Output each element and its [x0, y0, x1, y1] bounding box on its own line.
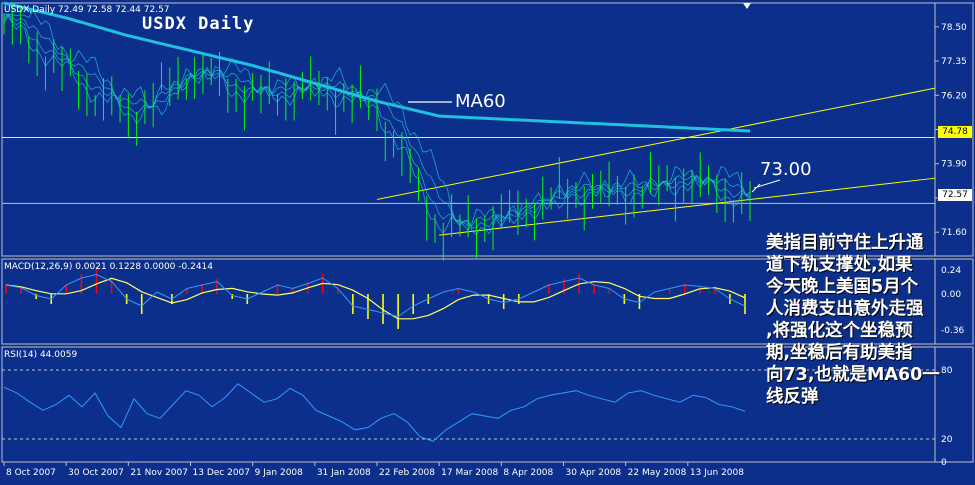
commentary-text: 美指目前守住上升通 道下轨支撑处,如果 今天晚上美国5月个 人消费支出意外走强 …: [766, 232, 975, 408]
macd-header: MACD(12,26,9) 0.0021 0.1228 0.0000 -0.24…: [4, 262, 214, 272]
x-tick-label: 8 Oct 2007: [6, 468, 56, 478]
x-tick-label: 30 Oct 2007: [68, 468, 124, 478]
price-y-tick-label: 77.35: [941, 57, 967, 67]
rsi-y-tick-label: 80: [941, 366, 953, 376]
close-price-tag: 72.57: [938, 189, 972, 201]
x-tick-label: 8 Apr 2008: [503, 468, 553, 478]
commentary-line: 道下轨支撑处,如果: [766, 255, 913, 275]
commentary-line: 线反弹: [766, 387, 819, 407]
ma60-annotation: MA60: [455, 91, 506, 112]
x-tick-label: 22 Feb 2008: [379, 468, 435, 478]
commentary-line: 向73,也就是MA60一: [766, 365, 940, 385]
x-tick-label: 17 Mar 2008: [441, 468, 498, 478]
commentary-line: 期,坐稳后有助美指: [766, 343, 913, 363]
price-y-tick-label: 78.50: [941, 23, 967, 33]
channel-lower-line: [439, 177, 936, 236]
axis-frame: [934, 346, 974, 463]
x-tick-label: 22 May 2008: [628, 468, 687, 478]
axis-frame: [934, 258, 974, 345]
macd-y-tick-label: 0.00: [941, 290, 961, 300]
price-y-tick-label: 73.90: [941, 160, 967, 170]
price-header: USDX,Daily 72.49 72.58 72.44 72.57: [4, 5, 170, 15]
price-y-tick-label: 76.20: [941, 91, 967, 101]
macd-y-tick-label: -0.36: [941, 326, 965, 336]
price-y-tick-label: 71.60: [941, 228, 967, 238]
resistance-price-tag: 74.78: [938, 126, 972, 138]
chart-title: USDX Daily: [142, 14, 255, 34]
x-tick-label: 13 Jun 2008: [690, 468, 744, 478]
commentary-line: 美指目前守住上升通: [766, 233, 924, 253]
x-tick-label: 13 Dec 2007: [193, 468, 251, 478]
macd-signal-line: [5, 277, 746, 320]
commentary-line: ,将强化这个坐稳预: [766, 321, 913, 341]
x-tick-label: 31 Jan 2008: [317, 468, 371, 478]
target-arrow: [753, 179, 781, 189]
target-annotation: 73.00: [760, 159, 812, 180]
rsi-y-tick-label: 0: [941, 458, 947, 468]
macd-line: [5, 273, 746, 318]
x-tick-label: 21 Nov 2007: [130, 468, 188, 478]
x-tick-label: 30 Apr 2008: [566, 468, 622, 478]
rsi-header: RSI(14) 44.0059: [4, 350, 78, 360]
commentary-line: 今天晚上美国5月个: [766, 277, 919, 297]
rsi-line: [3, 383, 746, 442]
chevron-down-icon[interactable]: [743, 3, 751, 9]
channel-upper-line: [376, 87, 936, 200]
commentary-line: 人消费支出意外走强: [766, 299, 924, 319]
rsi-y-tick-label: 20: [941, 435, 953, 445]
target-arrow: [751, 183, 761, 193]
macd-y-tick-label: 0.24: [941, 266, 961, 276]
x-tick-label: 9 Jan 2008: [255, 468, 303, 478]
ma60-line: [3, 1, 751, 133]
